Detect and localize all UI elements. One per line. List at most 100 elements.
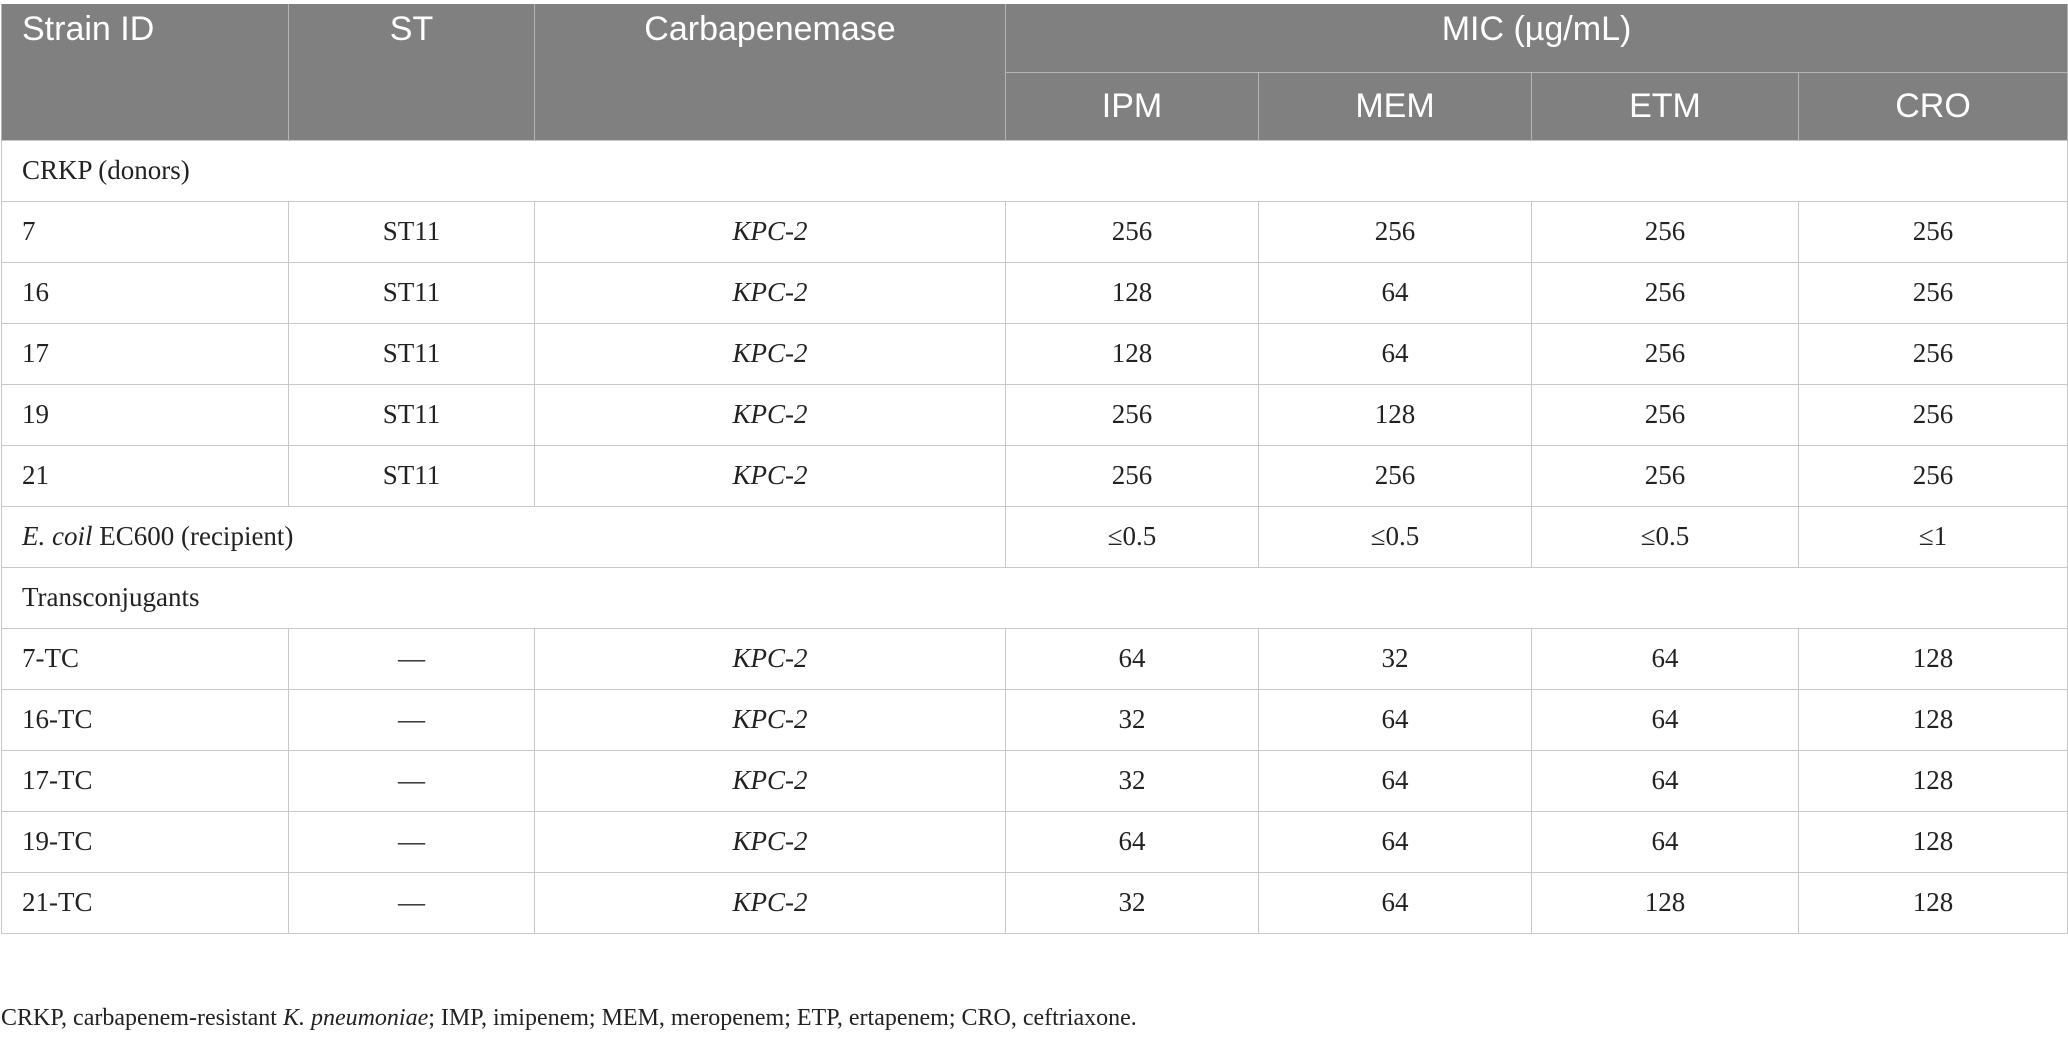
- cell-carbapenemase: KPC-2: [534, 200, 1006, 263]
- cell-cro: 128: [1797, 627, 2068, 690]
- table-row: 19-TC — KPC-2 64 64 64 128: [1, 810, 2068, 873]
- cell-mem: ≤0.5: [1258, 505, 1532, 568]
- cell-ipm: 32: [1005, 749, 1259, 812]
- cell-strain-id: 17: [1, 322, 289, 385]
- cell-strain-id: 17-TC: [1, 749, 289, 812]
- cell-carbapenemase: KPC-2: [534, 810, 1006, 873]
- table-row: 17-TC — KPC-2 32 64 64 128: [1, 749, 2068, 812]
- cell-ipm: 128: [1005, 261, 1259, 324]
- cell-mem: 256: [1258, 200, 1532, 263]
- recipient-strain: EC600 (recipient): [92, 521, 294, 551]
- cell-st: ST11: [288, 200, 535, 263]
- table-row: 17 ST11 KPC-2 128 64 256 256: [1, 322, 2068, 385]
- cell-mem: 256: [1258, 444, 1532, 507]
- cell-mem: 64: [1258, 749, 1532, 812]
- cell-etm: 256: [1531, 383, 1799, 446]
- footnote-species: K. pneumoniae: [282, 1005, 429, 1031]
- cell-strain-id: 7-TC: [1, 627, 289, 690]
- section-row-donors: CRKP (donors): [0, 139, 2068, 202]
- header-cro: CRO: [1797, 71, 2068, 140]
- cell-cro: 128: [1797, 810, 2068, 873]
- cell-carbapenemase: KPC-2: [534, 871, 1006, 934]
- footnote-part1: CRKP, carbapenem-resistant: [1, 1005, 283, 1031]
- cell-st: ST11: [288, 322, 535, 385]
- cell-ipm: 64: [1005, 627, 1259, 690]
- cell-mem: 32: [1258, 627, 1532, 690]
- cell-ipm: ≤0.5: [1005, 505, 1259, 568]
- cell-ipm: 32: [1005, 871, 1259, 934]
- cell-cro: 256: [1797, 444, 2068, 507]
- cell-mem: 64: [1258, 261, 1532, 324]
- cell-ipm: 256: [1005, 200, 1259, 263]
- cell-st: ST11: [288, 261, 535, 324]
- cell-ipm: 64: [1005, 810, 1259, 873]
- cell-etm: 128: [1531, 871, 1799, 934]
- header-mic: MIC (µg/mL): [1004, 4, 2068, 72]
- header-etm: ETM: [1531, 71, 1799, 140]
- table-row: 16-TC — KPC-2 32 64 64 128: [1, 688, 2068, 751]
- table-row: 21-TC — KPC-2 32 64 128 128: [1, 871, 2068, 934]
- recipient-species: E. coil: [22, 521, 93, 551]
- cell-mem: 64: [1258, 688, 1532, 751]
- header-ipm: IPM: [1005, 71, 1259, 140]
- cell-cro: 256: [1797, 383, 2068, 446]
- header-strain-id: Strain ID: [1, 4, 289, 140]
- cell-carbapenemase: KPC-2: [534, 383, 1006, 446]
- cell-carbapenemase: KPC-2: [534, 688, 1006, 751]
- table-header: Strain ID ST Carbapenemase MIC (µg/mL) I…: [1, 4, 2068, 140]
- cell-cro: 256: [1797, 261, 2068, 324]
- cell-strain-id: 7: [1, 200, 289, 263]
- header-mem: MEM: [1258, 71, 1532, 140]
- cell-etm: 64: [1531, 810, 1799, 873]
- cell-mem: 64: [1258, 871, 1532, 934]
- cell-carbapenemase: KPC-2: [534, 444, 1006, 507]
- cell-etm: 64: [1531, 627, 1799, 690]
- cell-st: —: [288, 688, 535, 751]
- cell-ipm: 256: [1005, 444, 1259, 507]
- cell-cro: 256: [1797, 322, 2068, 385]
- section-label-transconjugants: Transconjugants: [0, 566, 2068, 629]
- table-row: 19 ST11 KPC-2 256 128 256 256: [1, 383, 2068, 446]
- cell-cro: 128: [1797, 749, 2068, 812]
- cell-strain-id: 16: [1, 261, 289, 324]
- cell-cro: 128: [1797, 871, 2068, 934]
- table-row: 16 ST11 KPC-2 128 64 256 256: [1, 261, 2068, 324]
- cell-strain-id: 19: [1, 383, 289, 446]
- table-row: 7 ST11 KPC-2 256 256 256 256: [1, 200, 2068, 263]
- mic-table: Strain ID ST Carbapenemase MIC (µg/mL) I…: [0, 4, 2068, 934]
- section-label-donors: CRKP (donors): [0, 139, 2068, 202]
- cell-strain-id: 21: [1, 444, 289, 507]
- cell-st: —: [288, 749, 535, 812]
- header-st: ST: [288, 4, 535, 140]
- cell-st: ST11: [288, 444, 535, 507]
- cell-st: ST11: [288, 383, 535, 446]
- cell-ipm: 32: [1005, 688, 1259, 751]
- cell-cro: 256: [1797, 200, 2068, 263]
- cell-mem: 64: [1258, 810, 1532, 873]
- cell-recipient-label: E. coil EC600 (recipient): [1, 505, 1006, 568]
- cell-etm: ≤0.5: [1531, 505, 1799, 568]
- cell-cro: ≤1: [1797, 505, 2068, 568]
- cell-strain-id: 21-TC: [1, 871, 289, 934]
- table-footnote: CRKP, carbapenem-resistant K. pneumoniae…: [1, 1005, 1137, 1032]
- cell-mem: 64: [1258, 322, 1532, 385]
- cell-carbapenemase: KPC-2: [534, 627, 1006, 690]
- cell-ipm: 128: [1005, 322, 1259, 385]
- table-row: 7-TC — KPC-2 64 32 64 128: [1, 627, 2068, 690]
- cell-etm: 256: [1531, 200, 1799, 263]
- cell-ipm: 256: [1005, 383, 1259, 446]
- cell-carbapenemase: KPC-2: [534, 322, 1006, 385]
- cell-etm: 64: [1531, 688, 1799, 751]
- cell-strain-id: 16-TC: [1, 688, 289, 751]
- cell-mem: 128: [1258, 383, 1532, 446]
- section-row-transconjugants: Transconjugants: [0, 566, 2068, 629]
- table-row: 21 ST11 KPC-2 256 256 256 256: [1, 444, 2068, 507]
- cell-cro: 128: [1797, 688, 2068, 751]
- cell-carbapenemase: KPC-2: [534, 749, 1006, 812]
- cell-carbapenemase: KPC-2: [534, 261, 1006, 324]
- table-body: CRKP (donors) 7 ST11 KPC-2 256 256 256 2…: [0, 139, 2068, 934]
- cell-etm: 64: [1531, 749, 1799, 812]
- recipient-row: E. coil EC600 (recipient) ≤0.5 ≤0.5 ≤0.5…: [1, 505, 2068, 568]
- cell-etm: 256: [1531, 444, 1799, 507]
- cell-st: —: [288, 810, 535, 873]
